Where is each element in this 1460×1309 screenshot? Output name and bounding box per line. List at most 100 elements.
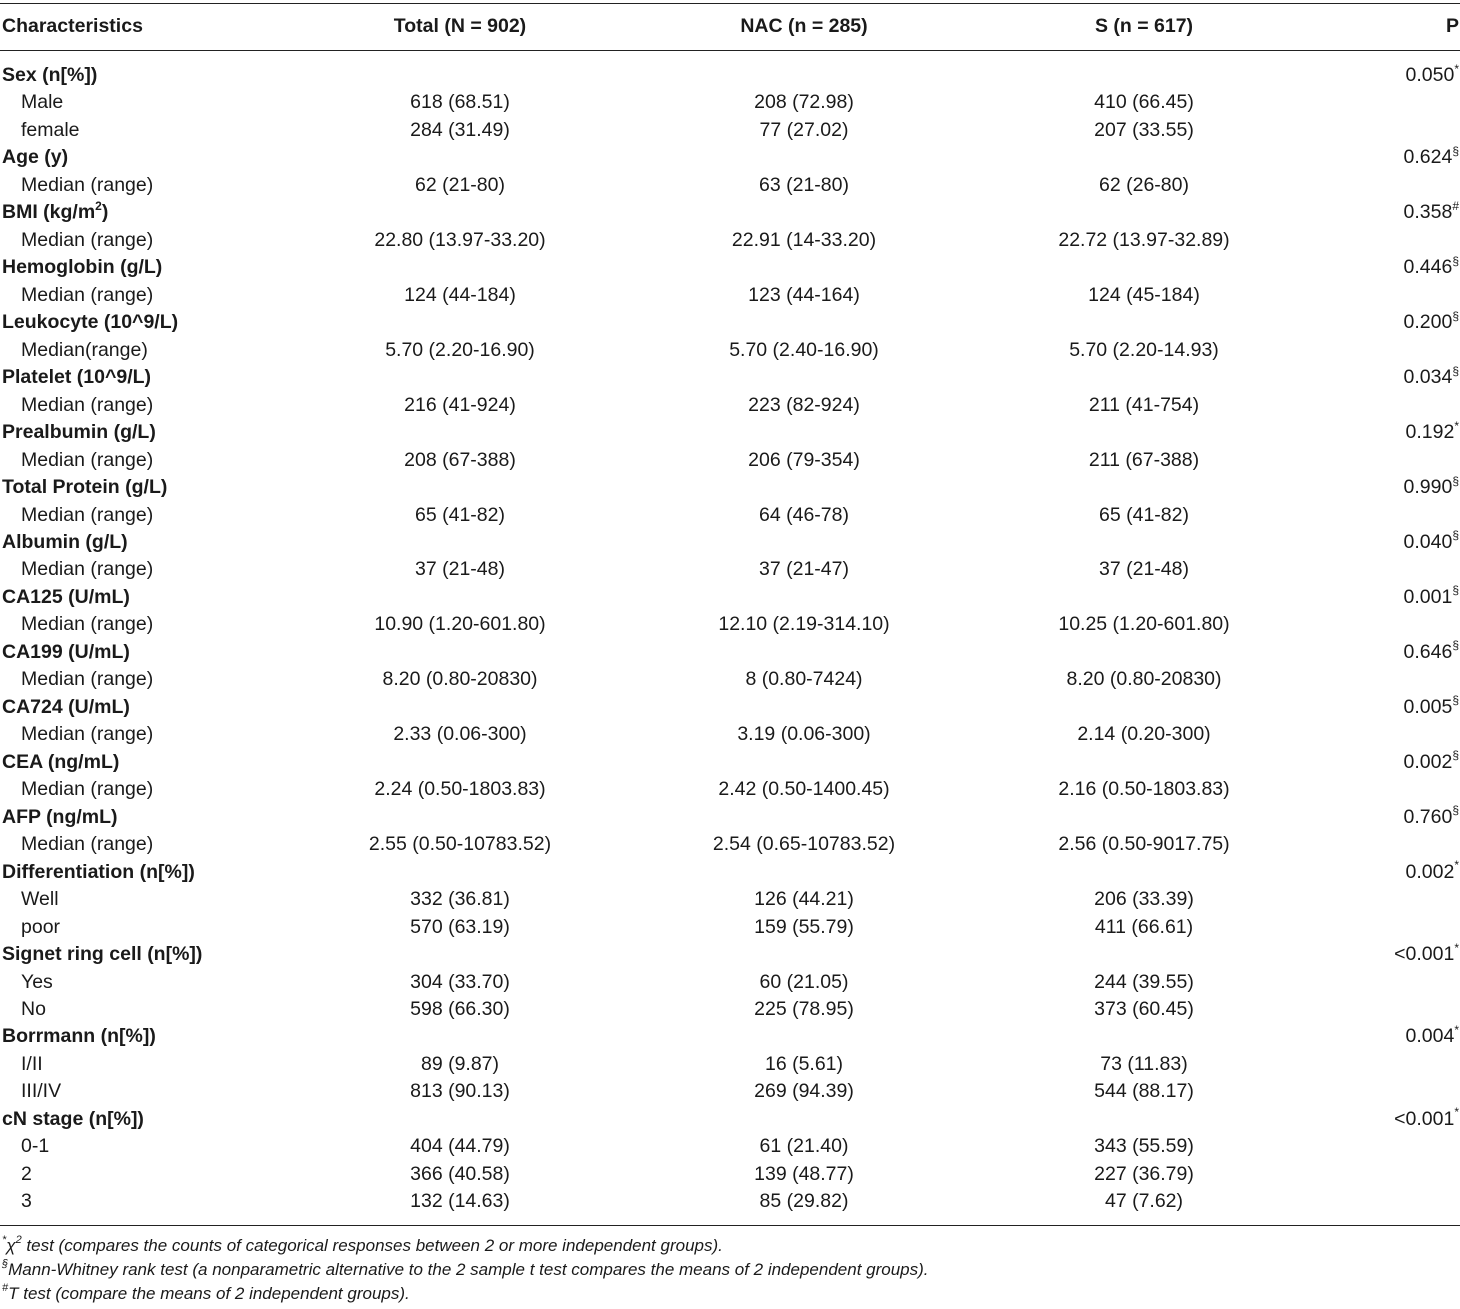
nac-cell: 206 (79-354) [748, 448, 860, 471]
s-cell: 5.70 (2.20-14.93) [1069, 338, 1219, 361]
footnote: #T test (compare the means of 2 independ… [2, 1282, 410, 1303]
nac-cell: 85 (29.82) [759, 1190, 849, 1213]
s-cell: 8.20 (0.80-20830) [1066, 668, 1222, 691]
nac-cell: 63 (21-80) [759, 173, 849, 196]
row-label: 3 [21, 1190, 32, 1213]
row-label: poor [21, 915, 61, 938]
table-row: poor 570 (63.19) 159 (55.79) 411 (66.61) [0, 914, 1460, 941]
table-row: Median (range) 62 (21-80) 63 (21-80) 62 (26… [0, 172, 1460, 199]
nac-cell: 2.42 (0.50-1400.45) [718, 778, 890, 801]
p-value-cell: 0.005§ [1403, 693, 1460, 718]
s-cell: 206 (33.39) [1094, 888, 1194, 911]
s-cell: 2.14 (0.20-300) [1077, 723, 1211, 746]
p-value-cell: 0.646§ [1403, 638, 1460, 663]
header-characteristics: Characteristics [2, 15, 143, 37]
total-cell: 208 (67-388) [404, 448, 516, 471]
table-section-row: CA724 (U/mL) 0.005§ [0, 694, 1460, 721]
nac-cell: 159 (55.79) [754, 915, 854, 938]
total-cell: 2.33 (0.06-300) [393, 723, 527, 746]
table-header-row: Characteristics Total (N = 902) NAC (n =… [0, 13, 1460, 40]
total-cell: 284 (31.49) [410, 118, 510, 141]
table-row: No 598 (66.30) 225 (78.95) 373 (60.45) [0, 996, 1460, 1023]
table-section-row: Prealbumin (g/L) 0.192* [0, 419, 1460, 446]
total-cell: 22.80 (13.97-33.20) [374, 228, 546, 251]
row-label: Albumin (g/L) [2, 530, 128, 553]
row-label: Median (range) [21, 558, 154, 581]
row-label: Median (range) [21, 668, 154, 691]
table-section-row: Total Protein (g/L) 0.990§ [0, 474, 1460, 501]
row-label: Median (range) [21, 283, 154, 306]
nac-cell: 22.91 (14-33.20) [731, 228, 877, 251]
p-value-cell: 0.200§ [1403, 308, 1460, 334]
table-section-row: BMI (kg/m2) 0.358# [0, 199, 1460, 226]
nac-cell: 16 (5.61) [764, 1052, 844, 1075]
table-section-row: Borrmann (n[%]) 0.004* [0, 1023, 1460, 1050]
row-label: cN stage (n[%]) [2, 1107, 144, 1130]
table-row: Yes 304 (33.70) 60 (21.05) 244 (39.55) [0, 969, 1460, 996]
table-row: Well 332 (36.81) 126 (44.21) 206 (33.39) [0, 886, 1460, 913]
table-row: I/II 89 (9.87) 16 (5.61) 73 (11.83) [0, 1051, 1460, 1078]
row-label: Male [21, 91, 64, 114]
row-label: CA199 (U/mL) [2, 640, 130, 663]
total-cell: 332 (36.81) [410, 888, 510, 911]
p-value-cell: <0.001* [1394, 1105, 1459, 1130]
nac-cell: 37 (21-47) [759, 558, 849, 581]
nac-cell: 64 (46-78) [759, 503, 849, 526]
table-bottom-rule [0, 1225, 1460, 1226]
s-cell: 544 (88.17) [1094, 1080, 1194, 1103]
nac-cell: 12.10 (2.19-314.10) [718, 613, 890, 636]
nac-cell: 126 (44.21) [754, 888, 854, 911]
row-label: I/II [21, 1052, 43, 1075]
table-row: Median (range) 124 (44-184) 123 (44-164) 12… [0, 282, 1460, 309]
s-cell: 343 (55.59) [1094, 1135, 1194, 1158]
row-label: CEA (ng/mL) [2, 750, 120, 773]
total-cell: 37 (21-48) [415, 558, 505, 581]
row-label: Sex (n[%]) [2, 64, 98, 86]
s-cell: 65 (41-82) [1099, 503, 1189, 526]
table-section-row: AFP (ng/mL) 0.760§ [0, 804, 1460, 831]
p-value-cell: 0.040§ [1403, 528, 1460, 553]
total-cell: 132 (14.63) [410, 1190, 510, 1213]
s-cell: 37 (21-48) [1099, 558, 1189, 581]
total-cell: 404 (44.79) [410, 1135, 510, 1158]
header-s: S (n = 617) [1094, 15, 1194, 37]
table-section-row: Age (y) 0.624§ [0, 144, 1460, 171]
nac-cell: 3.19 (0.06-300) [737, 723, 871, 746]
table-section-row: Differentiation (n[%]) 0.002* [0, 859, 1460, 886]
row-label: CA724 (U/mL) [2, 695, 130, 718]
row-label: No [21, 997, 46, 1020]
p-value-cell: 0.002* [1405, 858, 1459, 883]
s-cell: 2.56 (0.50-9017.75) [1058, 833, 1230, 856]
table-row: Median (range) 2.55 (0.50-10783.52) 2.54 (… [0, 831, 1460, 858]
table-header-rule [0, 50, 1460, 51]
row-label: 2 [21, 1162, 32, 1185]
row-label: Borrmann (n[%]) [2, 1025, 156, 1048]
row-label: Yes [21, 970, 53, 993]
s-cell: 227 (36.79) [1094, 1162, 1194, 1185]
row-label: Well [21, 888, 59, 911]
p-value-cell: 0.446§ [1403, 253, 1460, 279]
row-label: Differentiation (n[%]) [2, 860, 195, 883]
table-row: Male 618 (68.51) 208 (72.98) 410 (66.45) [0, 89, 1460, 116]
table-section-row: Signet ring cell (n[%]) <0.001* [0, 941, 1460, 968]
row-label: Median (range) [21, 833, 154, 856]
total-cell: 618 (68.51) [410, 91, 510, 114]
total-cell: 813 (90.13) [410, 1080, 510, 1103]
s-cell: 244 (39.55) [1094, 970, 1194, 993]
table-row: female 284 (31.49) 77 (27.02) 207 (33.55) [0, 117, 1460, 144]
s-cell: 411 (66.61) [1094, 915, 1194, 938]
table-section-row: Sex (n[%]) 0.050* [0, 62, 1460, 89]
header-nac: NAC (n = 285) [740, 15, 868, 37]
table-row: Median (range) 8.20 (0.80-20830) 8 (0.80-7… [0, 666, 1460, 693]
total-cell: 65 (41-82) [415, 503, 505, 526]
row-label: Median (range) [21, 778, 154, 801]
total-cell: 366 (40.58) [410, 1162, 510, 1185]
row-label: Median (range) [21, 393, 154, 416]
nac-cell: 60 (21.05) [759, 970, 849, 993]
nac-cell: 225 (78.95) [754, 997, 854, 1020]
row-label: Median(range) [21, 338, 148, 361]
p-value-cell: 0.192* [1405, 418, 1459, 444]
table-section-row: CA125 (U/mL) 0.001§ [0, 584, 1460, 611]
table-row: Median(range) 5.70 (2.20-16.90) 5.70 (2.40… [0, 337, 1460, 364]
table-section-row: CA199 (U/mL) 0.646§ [0, 639, 1460, 666]
